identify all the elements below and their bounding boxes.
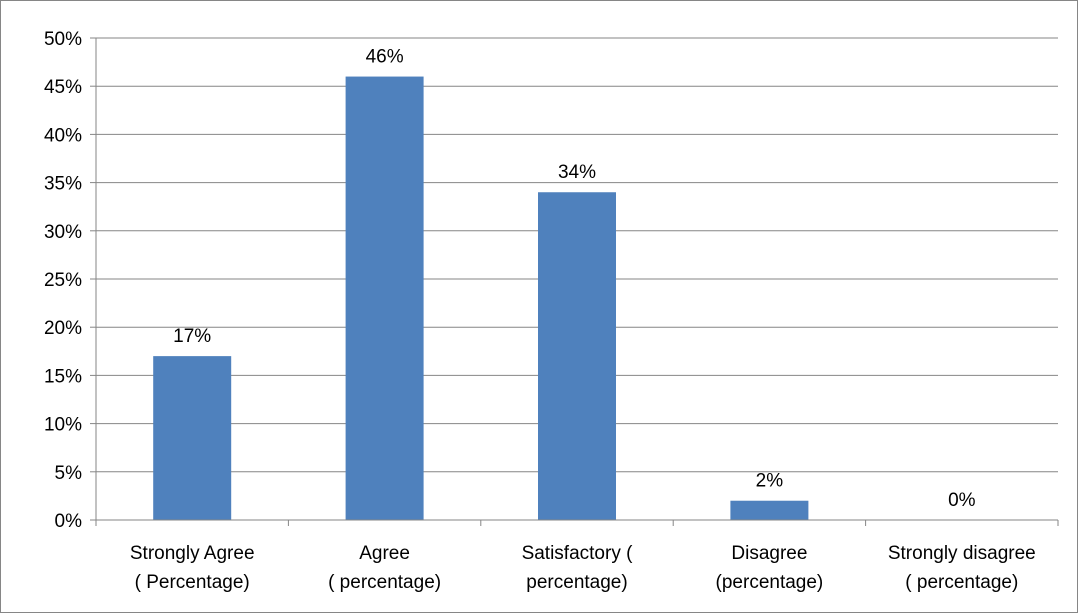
category-label: Strongly Agree [130, 543, 255, 564]
category-label: Strongly disagree [888, 543, 1036, 564]
category-label: Disagree [731, 543, 807, 564]
y-tick-label: 20% [44, 318, 82, 339]
labels: 0% 5% 10% 15% 20% 25% 30% 35% 40% 45% 50% 17% Strong… [44, 29, 1036, 593]
category-label: percentage) [526, 572, 627, 593]
data-label: 46% [366, 47, 404, 68]
y-tick-label: 50% [44, 29, 82, 50]
category-label: ( Percentage) [135, 572, 250, 593]
y-tick-label: 10% [44, 415, 82, 436]
data-label: 34% [558, 162, 596, 183]
gridlines [96, 37, 1058, 473]
category-label: (percentage) [716, 572, 824, 593]
y-tick-label: 0% [55, 511, 83, 532]
y-tick-label: 35% [44, 174, 82, 195]
bar [730, 500, 809, 520]
y-tick-label: 40% [44, 125, 82, 146]
data-label: 2% [756, 471, 784, 492]
y-tick-label: 45% [44, 77, 82, 98]
axes [90, 37, 1059, 526]
bar [345, 76, 424, 520]
category-label: Agree [359, 543, 410, 564]
category-label: ( percentage) [905, 572, 1018, 593]
bar [153, 356, 232, 520]
category-label: ( percentage) [328, 572, 441, 593]
y-tick-label: 5% [55, 463, 83, 484]
bars [153, 76, 809, 521]
bar [538, 192, 616, 521]
category-label: Satisfactory ( [522, 543, 634, 564]
data-label: 17% [173, 326, 211, 347]
data-label: 0% [948, 490, 976, 511]
y-tick-label: 25% [44, 270, 82, 291]
y-tick-label: 15% [44, 366, 82, 387]
y-tick-label: 30% [44, 222, 82, 243]
